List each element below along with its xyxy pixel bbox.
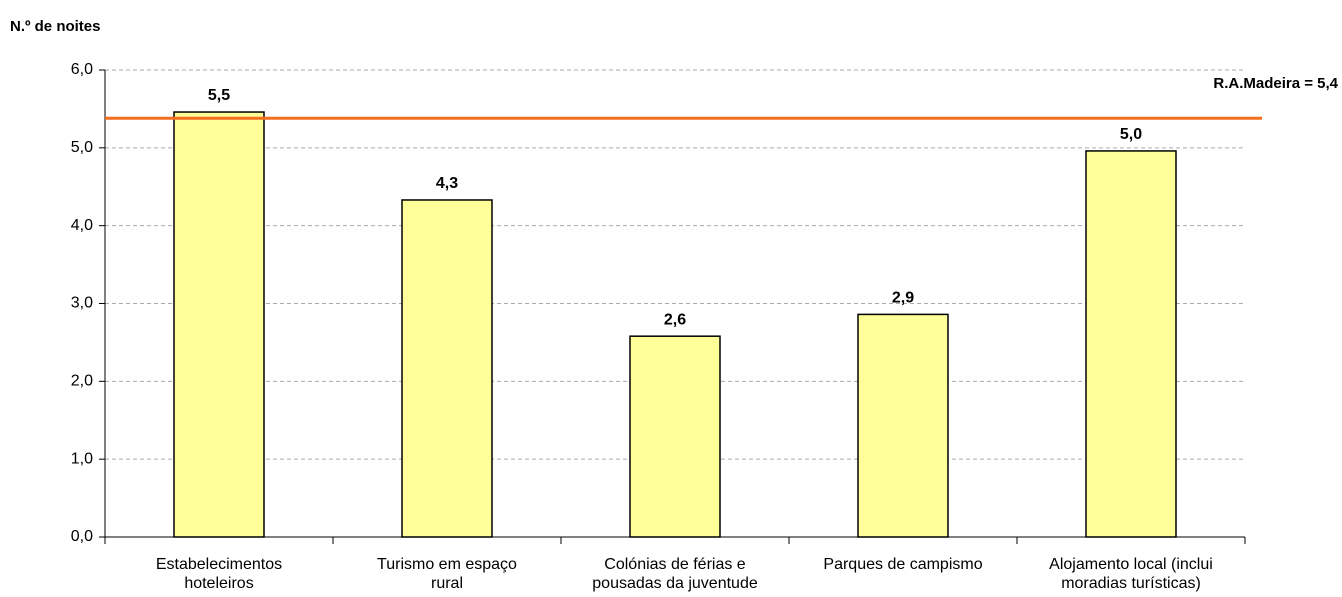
y-tick-label: 6,0: [71, 61, 93, 78]
x-tick-label-line: Turismo em espaço: [377, 556, 517, 573]
y-tick-label: 2,0: [71, 373, 93, 390]
x-tick-label: Colónias de férias e pousadas da juventud…: [592, 556, 758, 592]
x-tick-label-line: Colónias de férias e: [604, 556, 746, 573]
reference-label: R.A.Madeira = 5,4: [1213, 75, 1338, 92]
y-tick-label: 4,0: [71, 217, 93, 234]
y-tick-label: 5,0: [71, 139, 93, 156]
x-tick-label-line: Estabelecimentos: [156, 556, 282, 573]
x-tick-label: Parques de campismo: [823, 556, 982, 573]
x-tick-label-line: Parques de campismo: [823, 556, 982, 573]
y-tick-label: 0,0: [71, 528, 93, 545]
value-label: 5,5: [208, 87, 230, 104]
x-tick-label-line: moradias turísticas): [1061, 575, 1201, 592]
x-tick-label-line: Alojamento local (inclui: [1049, 556, 1213, 573]
bar: [629, 335, 721, 538]
bar: [173, 111, 265, 538]
x-tick-label-line: rural: [431, 575, 463, 592]
bar: [857, 313, 949, 538]
y-tick-label: 3,0: [71, 295, 93, 312]
bar: [401, 199, 493, 538]
bar: [1085, 150, 1177, 538]
x-tick-label: Turismo em espaço rural: [377, 556, 517, 592]
value-label: 5,0: [1120, 126, 1142, 143]
value-label: 4,3: [436, 175, 458, 192]
x-tick-label-line: hoteleiros: [184, 575, 253, 592]
x-tick-label: Alojamento local (inclui moradias turísti…: [1049, 556, 1213, 592]
x-tick-label-line: pousadas da juventude: [592, 575, 758, 592]
y-axis-title: N.º de noites: [10, 18, 101, 35]
x-tick-label: Estabelecimentos hoteleiros: [156, 556, 282, 592]
value-label: 2,6: [664, 311, 686, 328]
y-tick-label: 1,0: [71, 450, 93, 467]
value-label: 2,9: [892, 290, 914, 307]
